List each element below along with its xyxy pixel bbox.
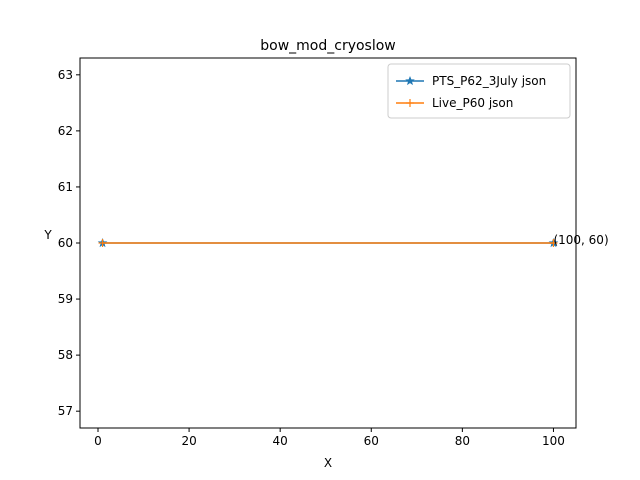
y-tick-label: 58	[58, 348, 73, 362]
chart-title: bow_mod_cryoslow	[260, 38, 396, 54]
y-tick-label: 62	[58, 124, 73, 138]
y-axis-label: Y	[43, 228, 52, 242]
data-point	[98, 239, 107, 247]
y-tick-label: 57	[58, 404, 73, 418]
y-tick-label: 61	[58, 180, 73, 194]
y-axis: 57 58 59 60 61 62 63	[58, 68, 80, 418]
y-tick-label: 59	[58, 292, 73, 306]
y-tick-label: 63	[58, 68, 73, 82]
legend-label: Live_P60 json	[432, 96, 513, 110]
legend-marker	[405, 75, 415, 86]
x-tick-label: 0	[94, 434, 102, 448]
legend-item: Live_P60 json	[396, 96, 513, 110]
x-axis-label: X	[324, 456, 332, 470]
legend-label: PTS_P62_3July json	[432, 74, 546, 88]
x-tick-label: 80	[455, 434, 470, 448]
x-tick-label: 100	[542, 434, 565, 448]
data-point	[549, 239, 558, 247]
x-tick-label: 20	[181, 434, 196, 448]
legend-marker	[406, 99, 414, 107]
legend-item: PTS_P62_3July json	[396, 74, 546, 88]
point-annotation: (100, 60)	[553, 233, 608, 247]
legend-box	[387, 63, 571, 119]
plot-area: (100, 60)	[97, 233, 609, 248]
legend: PTS_P62_3July json Live_P60 json	[387, 63, 571, 119]
x-tick-label: 40	[273, 434, 288, 448]
y-tick-label: 60	[58, 236, 73, 250]
x-tick-label: 60	[364, 434, 379, 448]
x-axis: 0 20 40 60 80 100	[94, 428, 565, 448]
